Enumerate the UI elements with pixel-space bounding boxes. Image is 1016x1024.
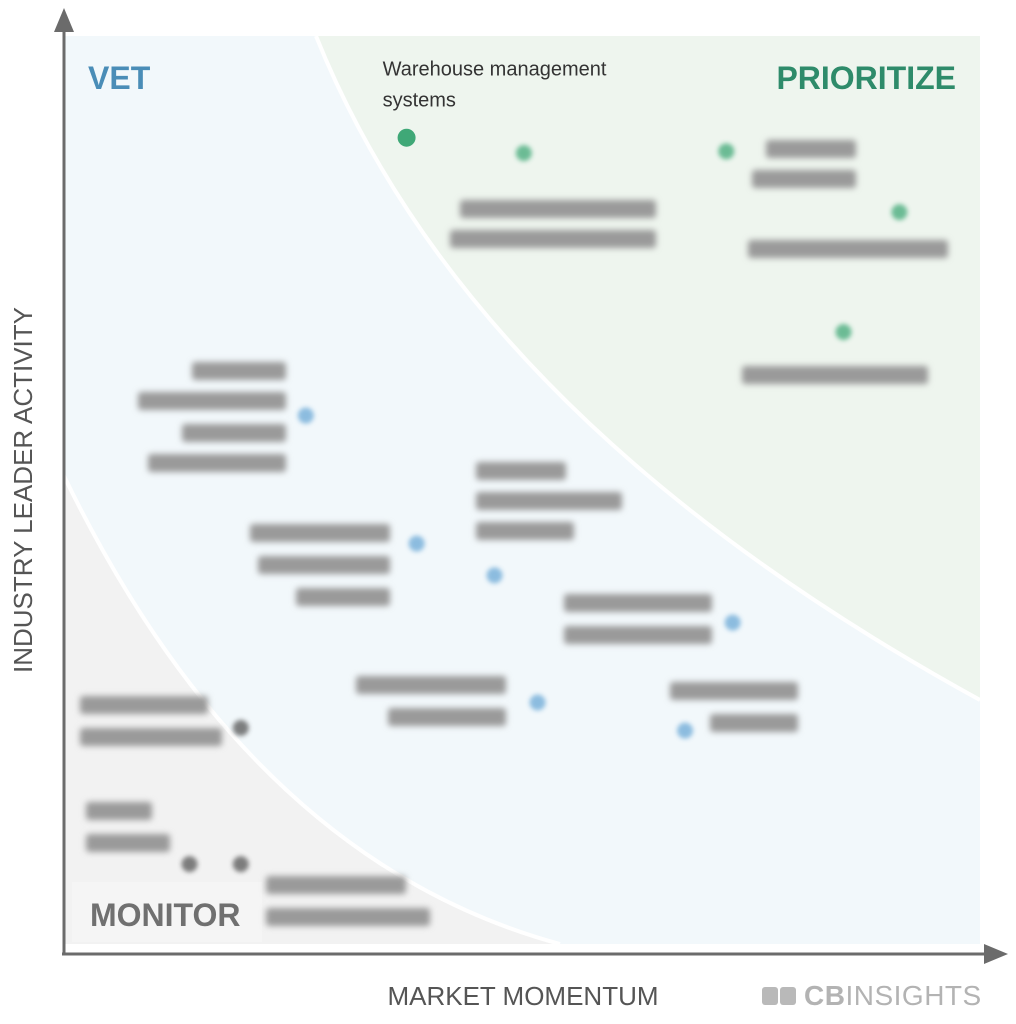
data-point: [677, 722, 694, 739]
data-point: [297, 407, 314, 424]
data-point: [891, 204, 908, 221]
data-point: [397, 128, 416, 147]
brand-wordmark: CBINSIGHTS: [804, 980, 982, 1011]
data-point: [408, 535, 425, 552]
data-point: [515, 145, 532, 162]
monitor-region: [64, 476, 560, 944]
data-point: [529, 694, 546, 711]
y-axis-title: INDUSTRY LEADER ACTIVITY: [8, 307, 38, 673]
quadrant-label-prioritize: PRIORITIZE: [776, 60, 956, 96]
x-axis-arrow: [984, 944, 1008, 964]
data-point-label: Warehouse management systems: [383, 59, 607, 112]
monitor-boundary: [62, 475, 561, 946]
data-point: [181, 856, 198, 873]
cb-insights-logo-icon: [762, 983, 798, 1009]
monitor-label-box: [72, 882, 262, 942]
quadrant-label-vet: VET: [88, 60, 151, 96]
cb-insights-logo: CBINSIGHTS: [762, 980, 982, 1012]
data-point: [835, 324, 852, 341]
data-point: [232, 856, 249, 873]
y-axis-arrow: [54, 8, 74, 32]
x-axis-title: MARKET MOMENTUM: [387, 981, 658, 1011]
data-point: [232, 719, 249, 736]
points-layer: Warehouse management systems: [181, 59, 908, 873]
data-point: [718, 143, 735, 160]
quadrant-label-monitor: MONITOR: [90, 897, 241, 933]
blurred-labels: [80, 140, 948, 926]
data-point: [486, 567, 503, 584]
data-point: [724, 614, 741, 631]
prioritize-boundary: [314, 35, 981, 702]
